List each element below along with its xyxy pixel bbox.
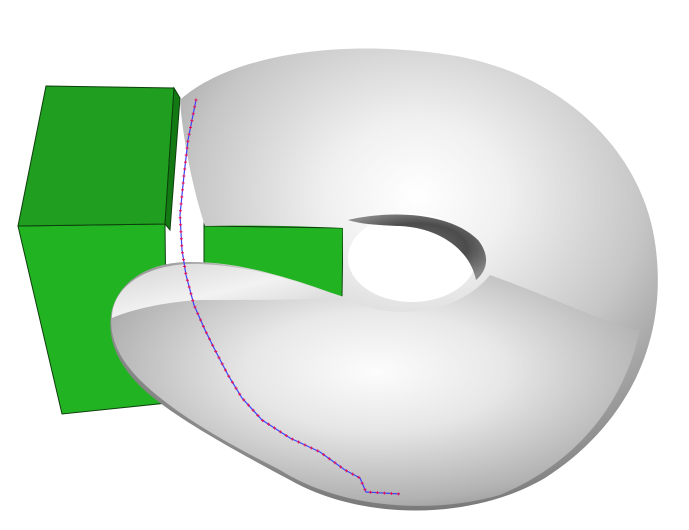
green-box-left	[17, 85, 181, 415]
path-marker	[223, 368, 227, 372]
path-marker	[363, 488, 367, 492]
path-marker	[278, 430, 282, 434]
torus-tube-end	[112, 263, 338, 318]
path-marker	[180, 244, 184, 248]
path-marker	[234, 386, 238, 390]
path-marker	[199, 318, 203, 322]
path-marker	[181, 188, 185, 192]
path-marker	[382, 491, 386, 495]
box-left-side-face	[164, 86, 181, 232]
path-marker	[194, 98, 198, 102]
path-marker	[297, 440, 301, 444]
path-marker	[183, 265, 187, 269]
path-marker	[309, 446, 313, 450]
path-marker	[180, 195, 184, 199]
path-marker	[189, 125, 193, 129]
path-marker	[246, 403, 250, 407]
path-marker	[193, 105, 197, 109]
path-marker	[190, 119, 194, 123]
path-marker	[193, 305, 197, 309]
path-marker	[351, 472, 355, 476]
path-marker	[242, 398, 246, 402]
path-marker	[187, 132, 191, 136]
path-marker	[220, 362, 224, 366]
path-marker	[184, 271, 188, 275]
path-marker	[272, 426, 276, 430]
path-marker	[185, 146, 189, 150]
box-left-top-face	[17, 85, 175, 227]
path-marker	[178, 216, 182, 220]
path-marker	[389, 491, 393, 495]
torus-front-band	[111, 262, 640, 506]
path-marker	[238, 392, 242, 396]
path-marker	[357, 475, 361, 479]
path-marker	[217, 356, 221, 360]
path-marker	[251, 408, 255, 412]
path-marker	[230, 380, 234, 384]
path-marker	[179, 230, 183, 234]
path-markers	[178, 98, 400, 496]
path-marker	[182, 174, 186, 178]
path-marker	[191, 299, 195, 303]
path-marker	[184, 153, 188, 157]
path-line	[179, 99, 401, 495]
path-marker	[182, 258, 186, 262]
path-marker	[179, 223, 183, 227]
path-marker	[185, 278, 189, 282]
path-marker	[181, 181, 185, 185]
path-marker	[290, 437, 294, 441]
path-marker	[344, 469, 348, 473]
torus	[110, 48, 658, 511]
path-marker	[191, 112, 195, 116]
path-marker	[179, 202, 183, 206]
path-marker	[196, 312, 200, 316]
path-marker	[178, 209, 182, 213]
path-marker	[261, 418, 265, 422]
path-marker	[211, 343, 215, 347]
path-marker	[368, 490, 372, 494]
path-marker	[214, 349, 218, 353]
path-marker	[179, 237, 183, 241]
path-marker	[375, 491, 379, 495]
path-marker	[267, 422, 271, 426]
path-marker	[396, 492, 400, 496]
path-marker	[284, 434, 288, 438]
path-marker	[201, 324, 205, 328]
path-marker	[316, 449, 320, 453]
path-marker	[256, 413, 260, 417]
path-marker	[327, 457, 331, 461]
path-marker	[322, 453, 326, 457]
path-marker	[339, 465, 343, 469]
path-marker	[183, 160, 187, 164]
path-marker	[360, 481, 364, 485]
geodesic-path	[178, 98, 401, 496]
path-marker	[227, 374, 231, 378]
path-marker	[333, 461, 337, 465]
path-marker	[183, 167, 187, 171]
path-marker	[180, 251, 184, 255]
path-marker	[207, 337, 211, 341]
path-marker	[186, 139, 190, 143]
path-marker	[204, 331, 208, 335]
path-marker	[187, 285, 191, 289]
path-marker	[189, 292, 193, 296]
path-marker	[303, 443, 307, 447]
torus-hole-shadow	[348, 214, 487, 280]
